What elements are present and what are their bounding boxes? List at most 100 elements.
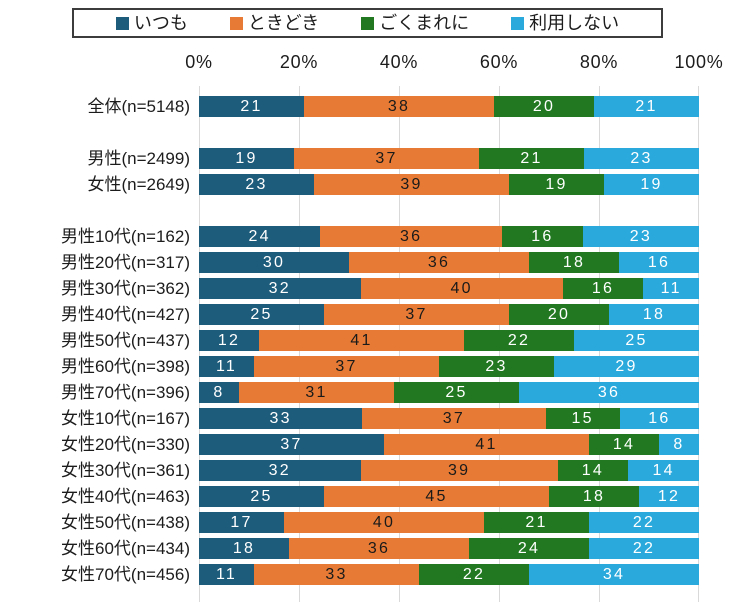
bar-value-label: 11 xyxy=(660,279,682,297)
bar-value-label: 32 xyxy=(268,279,291,297)
bar-segment: 19 xyxy=(509,174,604,195)
bar-track: 8 31 25 36 xyxy=(199,382,699,403)
category-label: 男性70代(n=396) xyxy=(61,383,190,402)
bar-value-label: 36 xyxy=(597,383,621,401)
bar-segment: 29 xyxy=(554,356,699,377)
chart-row: 女性20代(n=330) 37 41 14 8 xyxy=(0,434,699,455)
bar-value-label: 36 xyxy=(427,253,451,271)
bar-value-label: 25 xyxy=(445,383,468,401)
bar-track: 17 40 21 22 xyxy=(199,512,699,533)
category-label: 男性50代(n=437) xyxy=(61,331,190,350)
bar-value-label: 39 xyxy=(400,175,423,193)
chart-row: 男性40代(n=427) 25 37 20 18 xyxy=(0,304,699,325)
chart-row: 女性40代(n=463) 25 45 18 12 xyxy=(0,486,699,507)
bar-segment: 18 xyxy=(199,538,289,559)
bar-value-label: 37 xyxy=(405,305,428,323)
bar-track: 11 33 22 34 xyxy=(199,564,699,585)
bar-value-label: 36 xyxy=(399,227,423,245)
x-tick-label: 20% xyxy=(279,52,319,72)
bar-segment: 37 xyxy=(324,304,509,325)
bar-value-label: 21 xyxy=(525,513,548,531)
bar-segment: 40 xyxy=(284,512,484,533)
bar-value-label: 37 xyxy=(442,409,466,427)
bar-segment: 14 xyxy=(557,460,629,481)
bar-value-label: 12 xyxy=(217,331,241,349)
category-label: 女性70代(n=456) xyxy=(61,565,190,584)
bar-value-label: 23 xyxy=(485,357,508,375)
bar-segment: 25 xyxy=(199,486,324,507)
bar-track: 33 37 15 16 xyxy=(199,408,699,429)
legend-swatch-icon xyxy=(361,16,375,30)
chart-row: 女性(n=2649) 23 39 19 19 xyxy=(0,174,699,195)
bar-segment: 39 xyxy=(314,174,509,195)
bar-track: 24 36 16 23 xyxy=(199,226,699,247)
chart-row: 女性10代(n=167) 33 37 15 16 xyxy=(0,408,699,429)
bar-value-label: 21 xyxy=(520,149,543,167)
bar-value-label: 37 xyxy=(335,357,358,375)
bar-track: 25 37 20 18 xyxy=(199,304,699,325)
bar-value-label: 14 xyxy=(581,461,605,479)
chart-row: 男性30代(n=362) 32 40 16 11 xyxy=(0,278,699,299)
bar-segment: 21 xyxy=(199,96,304,117)
bar-value-label: 18 xyxy=(642,305,666,323)
bar-segment: 37 xyxy=(254,356,439,377)
chart-row: 男性20代(n=317) 30 36 18 16 xyxy=(0,252,699,273)
chart-row: 女性60代(n=434) 18 36 24 22 xyxy=(0,538,699,559)
bar-segment: 25 xyxy=(394,382,519,403)
legend-item: いつも xyxy=(115,13,188,33)
chart-row: 男性50代(n=437) 12 41 22 25 xyxy=(0,330,699,351)
bar-value-label: 33 xyxy=(325,565,348,583)
bar-value-label: 17 xyxy=(230,513,253,531)
bar-segment: 21 xyxy=(594,96,699,117)
bar-value-label: 16 xyxy=(647,253,671,271)
chart-row: 男性10代(n=162) 24 36 16 23 xyxy=(0,226,699,247)
bar-track: 37 41 14 8 xyxy=(199,434,699,455)
bar-segment: 22 xyxy=(589,512,699,533)
bar-track: 32 40 16 11 xyxy=(199,278,699,299)
bar-value-label: 21 xyxy=(240,97,263,115)
chart-rows: 全体(n=5148) 21 38 20 21 男性(n=2499) 19 37 21 23 女性(n… xyxy=(0,96,699,590)
bar-segment: 16 xyxy=(502,226,583,247)
bar-segment: 22 xyxy=(419,564,529,585)
bar-segment: 32 xyxy=(199,460,361,481)
legend-item: ときどき xyxy=(229,14,319,32)
bar-segment: 25 xyxy=(574,330,699,351)
bar-segment: 12 xyxy=(199,330,259,351)
bar-segment: 39 xyxy=(360,460,558,481)
bar-segment: 19 xyxy=(199,148,294,169)
bar-segment: 23 xyxy=(582,226,699,247)
row-group-gap xyxy=(0,122,699,148)
chart-row: 男性(n=2499) 19 37 21 23 xyxy=(0,148,699,169)
bar-value-label: 23 xyxy=(629,227,653,245)
bar-value-label: 45 xyxy=(425,487,448,505)
bar-segment: 41 xyxy=(259,330,464,351)
bar-value-label: 16 xyxy=(591,279,615,297)
bar-segment: 16 xyxy=(619,252,699,273)
bar-segment: 22 xyxy=(464,330,574,351)
bar-value-label: 34 xyxy=(602,565,626,583)
bar-segment: 31 xyxy=(239,382,394,403)
bar-value-label: 37 xyxy=(280,435,303,453)
chart-row: 全体(n=5148) 21 38 20 21 xyxy=(0,96,699,117)
legend: いつも ときどき ごくまれに 利用しない xyxy=(72,8,663,38)
category-label: 女性60代(n=434) xyxy=(61,539,190,558)
bar-segment: 11 xyxy=(643,278,699,299)
bar-segment: 33 xyxy=(199,408,363,429)
legend-label: いつも xyxy=(133,13,188,33)
bar-segment: 16 xyxy=(619,408,699,429)
bar-value-label: 38 xyxy=(387,97,411,115)
bar-value-label: 36 xyxy=(367,539,391,557)
bar-value-label: 29 xyxy=(615,357,638,375)
bar-track: 12 41 22 25 xyxy=(199,330,699,351)
legend-label: 利用しない xyxy=(529,13,620,33)
bar-segment: 36 xyxy=(519,382,699,403)
bar-value-label: 24 xyxy=(517,539,541,557)
bar-segment: 11 xyxy=(199,356,254,377)
bar-value-label: 19 xyxy=(545,175,568,193)
bar-value-label: 22 xyxy=(632,513,656,531)
bar-segment: 36 xyxy=(349,252,529,273)
bar-segment: 20 xyxy=(509,304,609,325)
legend-item: 利用しない xyxy=(511,14,619,32)
category-label: 男性40代(n=427) xyxy=(61,305,190,324)
